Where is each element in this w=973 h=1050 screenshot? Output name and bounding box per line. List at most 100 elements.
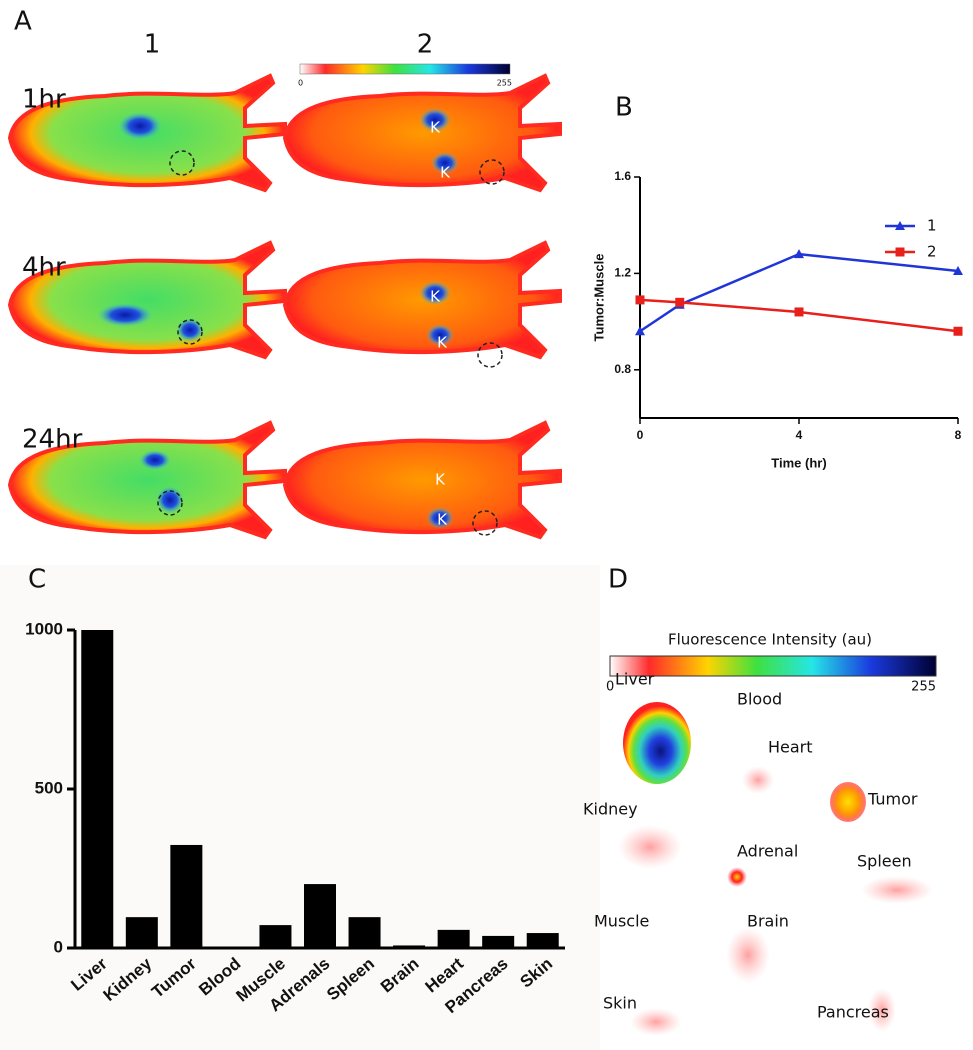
tumor-marker xyxy=(472,510,498,536)
data-point xyxy=(635,326,645,336)
organ-label: Heart xyxy=(768,738,813,757)
organ-labels: Liver Blood Heart Tumor Kidney Adrenal Spleen M… xyxy=(583,670,918,1022)
row-label: 24hr xyxy=(22,425,83,455)
organ-label: Spleen xyxy=(857,852,912,871)
colorbar-max: 255 xyxy=(911,680,936,695)
signal-spot xyxy=(118,112,162,140)
bar xyxy=(526,933,559,948)
data-point xyxy=(635,295,645,305)
bar xyxy=(393,945,426,948)
data-line xyxy=(639,252,959,333)
x-tick-label: 8 xyxy=(955,428,962,442)
organ-label: Pancreas xyxy=(817,1003,889,1022)
mouse-body xyxy=(7,420,287,540)
organ-brain xyxy=(726,927,770,983)
kidney-label: K xyxy=(430,119,441,137)
tumor-marker xyxy=(479,159,505,185)
y-tick-label: 1.2 xyxy=(614,266,631,280)
bar xyxy=(125,917,158,948)
bar xyxy=(348,917,381,948)
legend-label: 1 xyxy=(927,217,937,235)
bar xyxy=(304,884,336,948)
organ-liver xyxy=(623,702,691,784)
column-label: 2 xyxy=(417,30,434,60)
bar xyxy=(437,929,470,948)
colorbar xyxy=(299,63,511,75)
signal-spot xyxy=(139,450,171,470)
kidney-label: K xyxy=(430,288,441,306)
organ-label: Blood xyxy=(737,690,782,709)
mouse xyxy=(7,420,287,540)
bar xyxy=(259,925,292,948)
organ-spleen xyxy=(861,876,933,904)
mouse xyxy=(7,73,287,193)
signal-spot xyxy=(426,324,454,346)
organ-images xyxy=(618,702,933,1036)
data-point xyxy=(794,307,804,317)
x-tick-label: 0 xyxy=(637,428,644,442)
panel-label: A xyxy=(14,7,32,37)
x-tick-label: 4 xyxy=(796,428,803,442)
panel-label: C xyxy=(28,565,46,595)
signal-spot xyxy=(97,303,153,327)
y-axis-label: Tumor:Muscle xyxy=(591,254,606,342)
kidney-label: K xyxy=(437,511,448,529)
data-point xyxy=(675,297,685,307)
mouse: KK xyxy=(282,240,562,368)
organ-label: Liver xyxy=(615,670,655,689)
mouse-body xyxy=(282,420,562,540)
y-tick-label: 0 xyxy=(54,937,63,956)
bar xyxy=(482,935,515,948)
organ-heart xyxy=(742,766,774,794)
signal-spot xyxy=(419,108,451,132)
organ-label: Brain xyxy=(747,912,789,931)
signal-spot xyxy=(426,507,454,529)
bar xyxy=(170,844,203,948)
row-label: 4hr xyxy=(22,253,66,283)
kidney-label: K xyxy=(435,471,446,489)
signal-spot xyxy=(176,318,204,342)
colorbar-min: 0 xyxy=(606,680,614,695)
y-tick-label: 1.6 xyxy=(614,169,631,183)
data-point xyxy=(895,247,905,257)
organ-kidney xyxy=(618,825,682,869)
data-point xyxy=(794,249,804,259)
row-label: 1hr xyxy=(22,85,66,115)
y-tick-label: 1000 xyxy=(25,619,63,638)
tumor-marker xyxy=(477,342,503,368)
organ-tumor xyxy=(830,782,866,822)
mouse-body xyxy=(282,73,562,193)
kidney-label: K xyxy=(440,164,451,182)
y-tick-label: 0.8 xyxy=(614,362,631,376)
mouse xyxy=(7,240,287,360)
organ-adrenal xyxy=(727,867,747,887)
organ-label: Skin xyxy=(603,994,637,1013)
data-point xyxy=(953,265,963,275)
mouse-body xyxy=(7,240,287,360)
organ-label: Kidney xyxy=(583,800,638,819)
mouse: KK xyxy=(282,73,562,193)
y-tick-label: 500 xyxy=(35,778,63,797)
colorbar-max: 255 xyxy=(497,79,512,88)
colorbar xyxy=(609,655,937,677)
signal-spot xyxy=(431,152,459,174)
tumor-marker xyxy=(169,150,195,176)
mouse: KK xyxy=(282,420,562,540)
legend-label: 2 xyxy=(927,243,937,261)
x-axis-label: Time (hr) xyxy=(771,455,826,470)
tumor-marker xyxy=(157,490,183,516)
tumor-marker xyxy=(177,319,203,345)
organ-label: Adrenal xyxy=(737,842,798,861)
bar xyxy=(214,947,247,948)
data-line xyxy=(639,298,959,333)
colorbar-min: 0 xyxy=(298,79,303,88)
panel-label: D xyxy=(608,565,628,595)
organ-label: Muscle xyxy=(594,912,649,931)
kidney-label: K xyxy=(437,334,448,352)
organ-pancreas xyxy=(868,988,896,1032)
column-label: 1 xyxy=(144,30,161,60)
colorbar-title: Fluorescence Intensity (au) xyxy=(668,631,872,649)
data-point xyxy=(953,326,963,336)
